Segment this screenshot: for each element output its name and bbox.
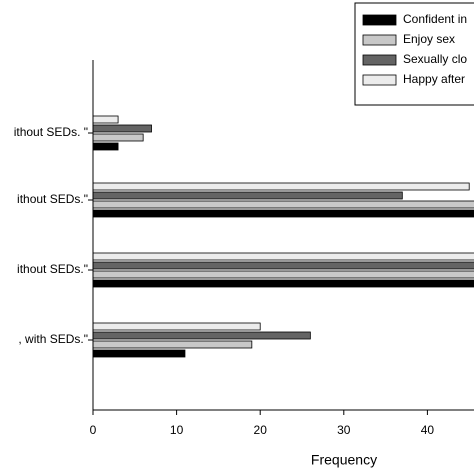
legend-label: Sexually clo: [403, 52, 467, 66]
bar: [92, 142, 119, 151]
legend-swatch: [362, 34, 397, 46]
y-tick-label: , with SEDs.": [18, 332, 88, 346]
bar: [92, 200, 474, 209]
x-tick-label: 20: [254, 423, 268, 437]
bar: [92, 349, 186, 358]
legend-swatch: [362, 54, 397, 66]
legend-swatch: [362, 74, 397, 86]
bar: [92, 252, 474, 261]
bar: [92, 331, 311, 340]
bar: [92, 209, 474, 218]
x-axis-label: Frequency: [311, 452, 377, 468]
legend-swatch: [362, 14, 397, 26]
y-tick-label: ithout SEDs.": [17, 192, 88, 206]
x-tick-label: 0: [90, 423, 97, 437]
legend-label: Happy after: [403, 72, 465, 86]
bar: [92, 115, 119, 124]
y-tick-label: ithout SEDs.": [17, 262, 88, 276]
legend-label: Enjoy sex: [403, 32, 455, 46]
y-tick-label: ithout SEDs. ": [14, 125, 88, 139]
bar: [92, 340, 253, 349]
x-tick-label: 40: [421, 423, 435, 437]
bar: [92, 261, 474, 270]
legend-label: Confident in: [403, 12, 467, 26]
x-tick-label: 30: [337, 423, 351, 437]
bar: [92, 124, 152, 133]
bar: [92, 279, 474, 288]
x-tick-label: 10: [170, 423, 184, 437]
bar: [92, 133, 144, 142]
bar: [92, 182, 470, 191]
bar: [92, 322, 261, 331]
bar: [92, 270, 474, 279]
bar: [92, 191, 403, 200]
